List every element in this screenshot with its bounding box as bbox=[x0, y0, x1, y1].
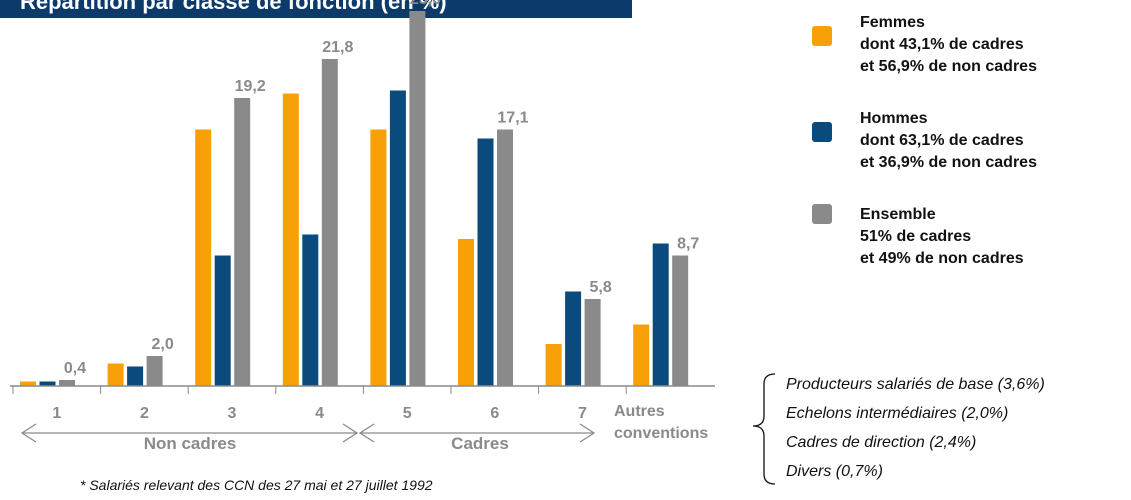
arrow-cadres-head-left bbox=[358, 423, 375, 443]
bar-ensemble-5 bbox=[409, 11, 426, 386]
bar-femmes-5 bbox=[370, 129, 387, 386]
x-tick-label: 4 bbox=[315, 405, 324, 422]
bar-femmes-1 bbox=[20, 381, 36, 386]
bar-femmes-4 bbox=[282, 93, 299, 386]
data-label: 2,0 bbox=[151, 336, 173, 353]
bar-ensemble-2 bbox=[146, 356, 163, 386]
legend-swatch-ensemble bbox=[812, 204, 832, 224]
bar-ensemble-3 bbox=[234, 98, 251, 386]
bar-hommes-7 bbox=[565, 291, 582, 386]
legend-detail-hommes-1: dont 63,1% de cadres bbox=[860, 132, 1024, 149]
footnote: * Salariés relevant des CCN des 27 mai e… bbox=[80, 477, 433, 493]
legend-swatch-femmes bbox=[812, 26, 832, 46]
x-tick-label: 7 bbox=[578, 405, 587, 422]
breakdown-item: Producteurs salariés de base (3,6%) bbox=[786, 376, 1045, 393]
breakdown-item: Divers (0,7%) bbox=[786, 463, 883, 480]
bar-hommes-5 bbox=[389, 90, 406, 386]
data-label: 5,8 bbox=[589, 279, 611, 296]
bar-femmes-6 bbox=[458, 239, 474, 386]
bar-ensemble-4 bbox=[321, 59, 338, 386]
data-label: 19,2 bbox=[235, 78, 266, 95]
group-label-cadres: Cadres bbox=[451, 434, 509, 453]
legend-detail-ensemble-2: et 49% de non cadres bbox=[860, 250, 1024, 267]
x-tick-label: 3 bbox=[228, 405, 237, 422]
bar-femmes-2 bbox=[107, 363, 124, 386]
x-tick-label: 5 bbox=[403, 405, 412, 422]
data-label: 0,4 bbox=[64, 360, 86, 377]
bar-hommes-8 bbox=[652, 243, 669, 386]
bar-hommes-3 bbox=[214, 255, 231, 386]
chart-title: Répartition par classe de fonction (en %… bbox=[0, 0, 632, 18]
data-label: 8,7 bbox=[677, 236, 699, 253]
breakdown-brace bbox=[752, 373, 776, 485]
arrow-non-cadres-head-right bbox=[342, 423, 359, 443]
legend-detail-hommes-2: et 36,9% de non cadres bbox=[860, 154, 1037, 171]
bar-femmes-3 bbox=[195, 129, 212, 386]
group-label-non-cadres: Non cadres bbox=[144, 434, 237, 453]
x-tick-label-autres-2: conventions bbox=[614, 425, 708, 442]
bar-hommes-6 bbox=[477, 138, 494, 386]
legend-label-femmes: Femmes bbox=[860, 14, 925, 31]
legend-detail-femmes-2: et 56,9% de non cadres bbox=[860, 58, 1037, 75]
bar-ensemble-1 bbox=[59, 380, 75, 386]
x-tick-label: 1 bbox=[52, 405, 61, 422]
bar-hommes-2 bbox=[127, 366, 144, 386]
bar-hommes-1 bbox=[39, 381, 56, 386]
breakdown-item: Cadres de direction (2,4%) bbox=[786, 434, 977, 451]
bar-ensemble-7 bbox=[584, 299, 601, 386]
x-tick-label: 2 bbox=[140, 405, 149, 422]
bar-femmes-8 bbox=[633, 324, 650, 386]
legend-label-hommes: Hommes bbox=[860, 110, 928, 127]
legend-detail-ensemble-1: 51% de cadres bbox=[860, 228, 972, 245]
legend-detail-femmes-1: dont 43,1% de cadres bbox=[860, 36, 1024, 53]
arrow-non-cadres-head-left bbox=[20, 423, 37, 443]
bar-hommes-4 bbox=[302, 234, 319, 386]
data-label: 17,1 bbox=[497, 110, 528, 127]
legend-label-ensemble: Ensemble bbox=[860, 206, 936, 223]
legend-swatch-hommes bbox=[812, 122, 832, 142]
x-tick-label: 6 bbox=[490, 405, 499, 422]
autres-conventions-breakdown: Producteurs salariés de base (3,6%) Eche… bbox=[786, 370, 1045, 486]
x-tick-label-autres-1: Autres bbox=[614, 403, 665, 420]
bar-femmes-7 bbox=[545, 344, 562, 386]
data-label: 21,8 bbox=[322, 39, 353, 56]
data-label: 25,0 bbox=[410, 0, 441, 8]
bar-ensemble-8 bbox=[672, 255, 689, 386]
arrow-cadres-head-right bbox=[579, 423, 596, 443]
bar-ensemble-6 bbox=[497, 129, 513, 386]
breakdown-item: Echelons intermédiaires (2,0%) bbox=[786, 405, 1009, 422]
